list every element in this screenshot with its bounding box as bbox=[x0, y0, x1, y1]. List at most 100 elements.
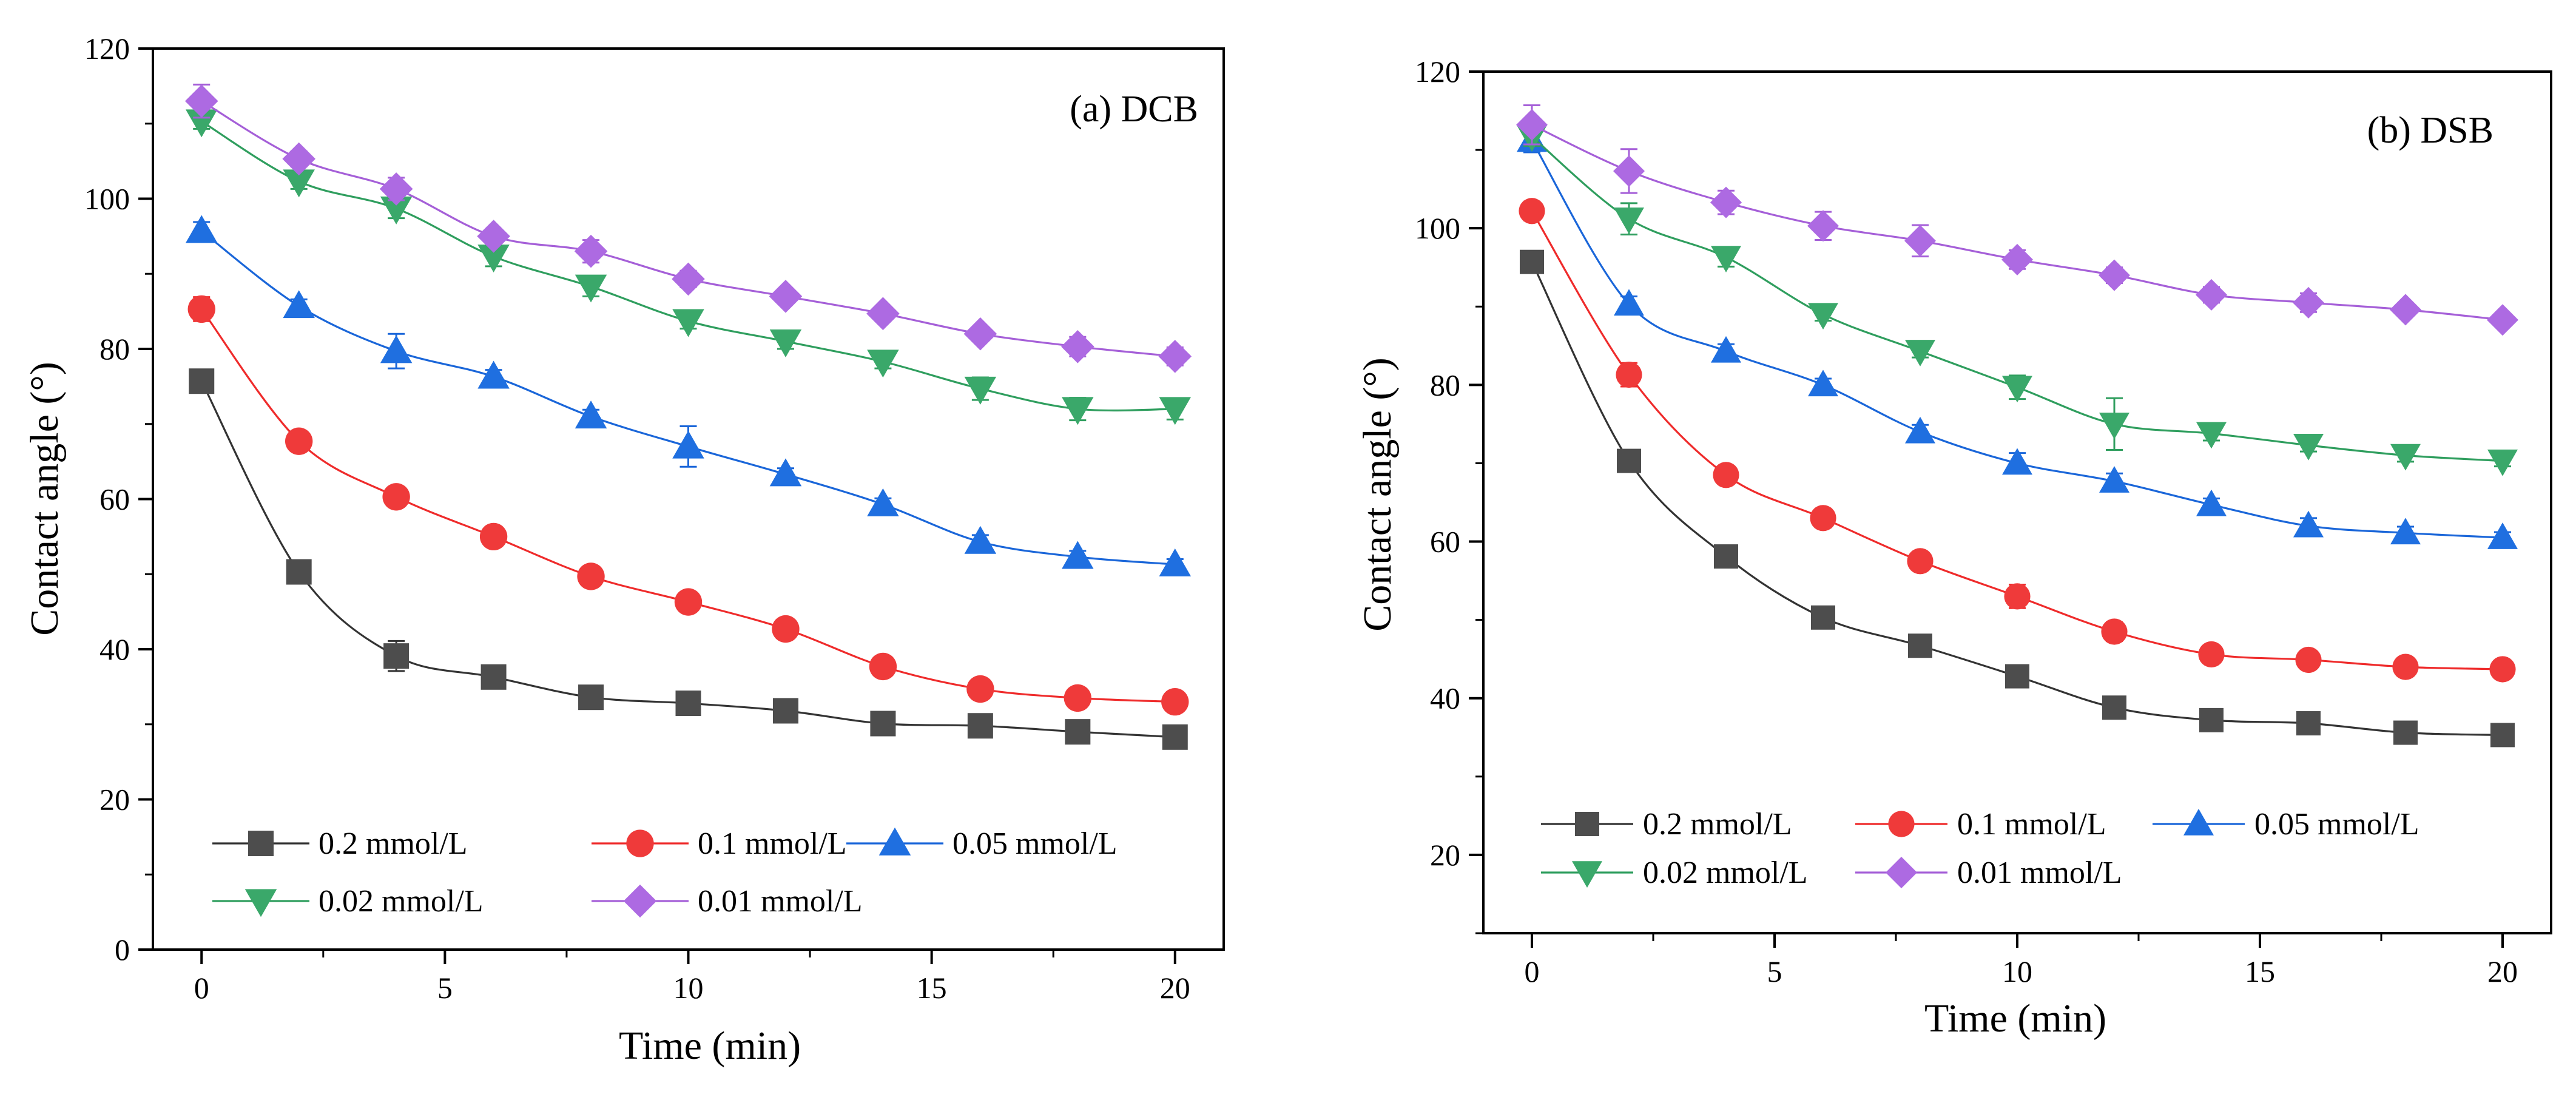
chart-title: (b) DSB bbox=[2367, 110, 2493, 151]
legend-marker bbox=[1888, 811, 1915, 837]
y-axis-title: Contact angle (°) bbox=[1355, 357, 1400, 632]
x-tick-label: 5 bbox=[437, 971, 453, 1005]
data-point bbox=[1614, 289, 1644, 316]
series-0-02-mmol-l bbox=[1517, 125, 2518, 476]
data-point bbox=[672, 430, 704, 459]
data-point bbox=[1061, 329, 1094, 363]
series-0-01-mmol-l bbox=[1516, 104, 2518, 336]
series-0-1-mmol-l bbox=[187, 295, 1189, 716]
data-point bbox=[1062, 397, 1094, 425]
data-point bbox=[1808, 370, 1838, 397]
legend-marker bbox=[244, 889, 277, 917]
series-0-2-mmol-l bbox=[189, 368, 1188, 750]
y-tick-label: 80 bbox=[1430, 368, 1460, 402]
x-axis-title: Time (min) bbox=[619, 1024, 801, 1068]
data-point bbox=[1158, 340, 1192, 373]
data-point bbox=[480, 664, 507, 690]
x-axis-title: Time (min) bbox=[1924, 996, 2106, 1041]
data-point bbox=[1516, 109, 1548, 141]
chart-title: (a) DCB bbox=[1070, 89, 1198, 130]
series-0-02-mmol-l bbox=[185, 109, 1192, 425]
data-point bbox=[2490, 723, 2515, 748]
data-point bbox=[380, 196, 413, 225]
chart-panel-dsb: 0 5 10 15 20 20 40 60 80 100 120 (b) DSB Time (min… bbox=[1355, 55, 2552, 1041]
data-point bbox=[674, 588, 703, 616]
legend-item-0-2-mmol-l: 0.2 mmol/L bbox=[212, 826, 468, 861]
data-point bbox=[672, 262, 705, 296]
series-layer bbox=[184, 83, 1192, 750]
data-point bbox=[2487, 449, 2518, 476]
data-point bbox=[967, 713, 993, 739]
data-point bbox=[2005, 664, 2029, 689]
data-point bbox=[867, 488, 899, 516]
data-point bbox=[866, 297, 900, 331]
y-tick-label: 60 bbox=[99, 482, 130, 516]
x-tick-label: 20 bbox=[2487, 954, 2518, 988]
x-tick-label: 0 bbox=[194, 971, 209, 1005]
y-tick-label: 60 bbox=[1430, 525, 1460, 559]
data-point bbox=[1711, 336, 1741, 363]
data-point bbox=[1613, 155, 1645, 187]
data-point bbox=[867, 349, 899, 378]
data-point bbox=[2489, 656, 2516, 683]
data-point bbox=[2099, 413, 2129, 439]
data-point bbox=[2390, 518, 2421, 545]
data-point bbox=[2001, 243, 2033, 275]
data-point bbox=[1617, 448, 1641, 473]
data-point bbox=[2293, 434, 2324, 461]
data-point bbox=[1062, 541, 1094, 569]
data-point bbox=[2099, 259, 2130, 291]
series-line bbox=[1531, 210, 2503, 670]
data-point bbox=[966, 675, 994, 703]
data-point bbox=[1807, 210, 1839, 242]
series-line bbox=[1531, 261, 2503, 736]
data-point bbox=[964, 525, 997, 554]
y-tick-label: 40 bbox=[1430, 681, 1460, 715]
y-tick-label: 100 bbox=[1415, 211, 1460, 245]
data-point bbox=[1616, 361, 1642, 388]
data-point bbox=[1710, 186, 1742, 218]
legend-marker bbox=[2183, 809, 2214, 836]
legend: 0.2 mmol/L 0.1 mmol/L 0.05 mmol/L 0.02 mmol… bbox=[1541, 807, 2419, 890]
legend-item-0-05-mmol-l: 0.05 mmol/L bbox=[2153, 807, 2419, 842]
legend-label: 0.05 mmol/L bbox=[953, 826, 1118, 861]
y-tick-label: 0 bbox=[115, 933, 130, 967]
legend-label: 0.02 mmol/L bbox=[1643, 856, 1808, 890]
data-point bbox=[383, 643, 410, 669]
data-point bbox=[1614, 207, 1644, 234]
data-point bbox=[2002, 376, 2032, 403]
x-tick-label: 5 bbox=[1767, 954, 1782, 988]
data-point bbox=[1713, 462, 1739, 488]
legend-item-0-01-mmol-l: 0.01 mmol/L bbox=[1855, 856, 2122, 890]
data-point bbox=[2102, 695, 2126, 720]
data-point bbox=[1711, 246, 1741, 272]
data-point bbox=[1905, 340, 1935, 366]
legend-marker bbox=[1572, 861, 1602, 888]
data-point bbox=[479, 522, 508, 551]
legend-marker bbox=[878, 827, 911, 856]
series-layer bbox=[1516, 104, 2518, 748]
data-point bbox=[1159, 548, 1192, 576]
data-point bbox=[1162, 724, 1188, 750]
data-point bbox=[2487, 522, 2518, 549]
y-tick-label: 80 bbox=[99, 332, 130, 366]
y-tick-label: 120 bbox=[84, 32, 130, 66]
data-point bbox=[282, 142, 315, 176]
axis-ticks: 0 5 10 15 20 20 40 60 80 100 120 bbox=[1415, 55, 2518, 988]
x-tick-label: 0 bbox=[1525, 954, 1540, 988]
legend-item-0-1-mmol-l: 0.1 mmol/L bbox=[592, 826, 847, 861]
y-axis-title: Contact angle (°) bbox=[22, 362, 67, 636]
data-point bbox=[286, 559, 312, 585]
data-point bbox=[575, 400, 607, 429]
legend-marker bbox=[248, 831, 274, 856]
data-point bbox=[964, 376, 997, 405]
data-point bbox=[382, 483, 410, 511]
data-point bbox=[477, 360, 510, 389]
data-point bbox=[2296, 711, 2321, 736]
data-point bbox=[1811, 605, 1835, 630]
data-point bbox=[2196, 279, 2227, 311]
data-point bbox=[2196, 489, 2227, 516]
